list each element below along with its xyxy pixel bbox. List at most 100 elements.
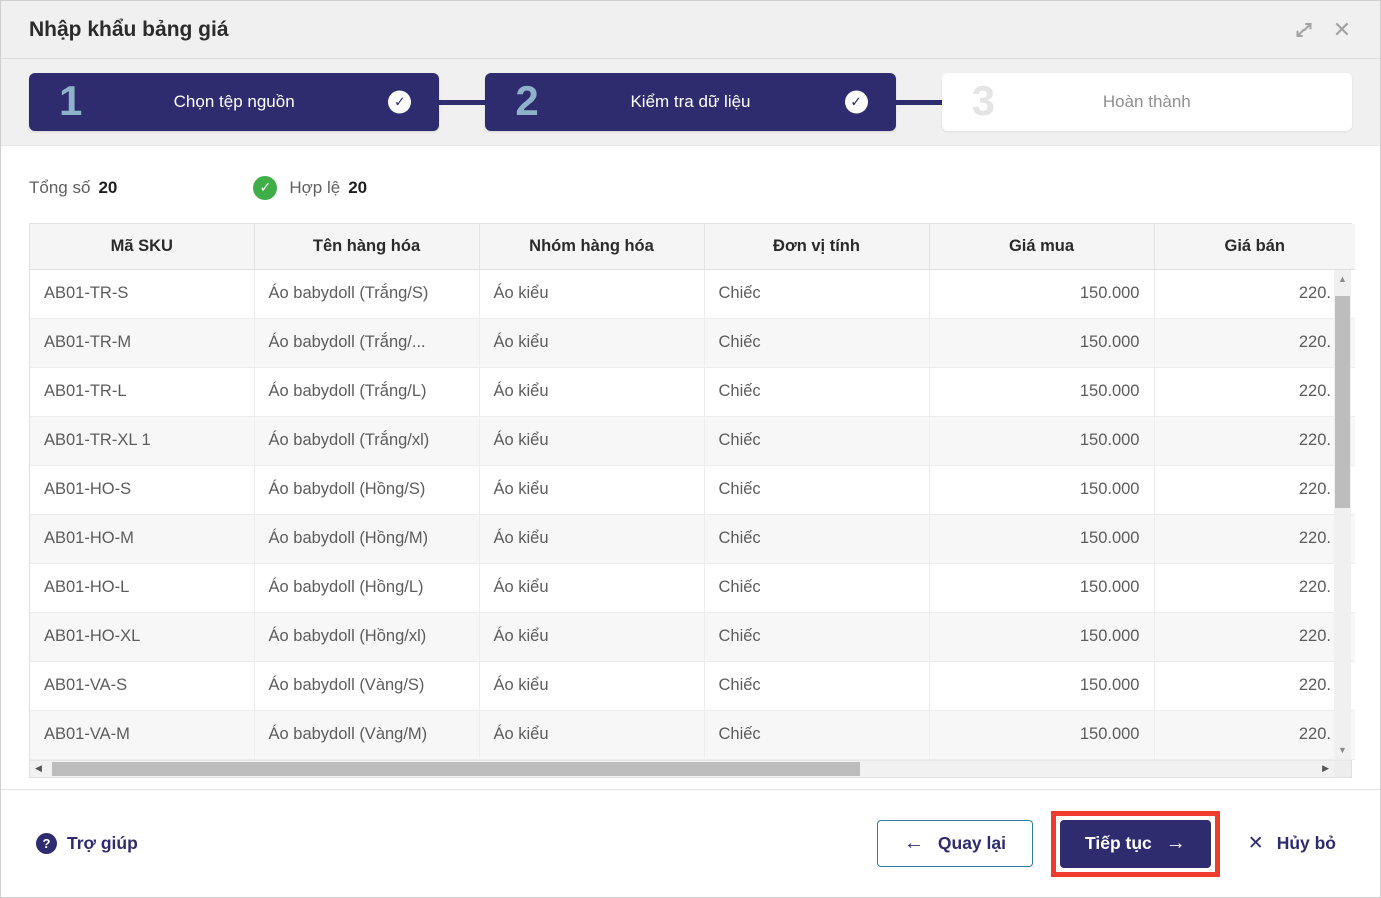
stepper-connector <box>895 99 942 105</box>
col-header-product-name: Tên hàng hóa <box>254 224 480 270</box>
step-number: 1 <box>59 77 83 125</box>
table-body: AB01-TR-S Áo babydoll (Trắng/S) Áo kiểu Chi… <box>30 269 1355 760</box>
table-vertical-scrollbar[interactable]: ▲ ▼ <box>1334 270 1351 759</box>
cell-unit: Chiếc <box>704 318 930 368</box>
cell-sale-price: 220. <box>1154 416 1355 466</box>
cell-purchase-price: 150.000 <box>929 367 1155 417</box>
cell-sale-price: 220. <box>1154 269 1355 319</box>
cell-product-group: Áo kiểu <box>479 269 705 319</box>
table-row: AB01-HO-S Áo babydoll (Hồng/S) Áo kiểu Chiế… <box>30 465 1355 515</box>
cell-product-name: Áo babydoll (Hồng/S) <box>254 465 480 515</box>
cell-sku: AB01-TR-S <box>30 269 255 319</box>
dialog-footer: ? Trợ giúp ← Quay lại Tiếp tục → ✕ Hủy b… <box>1 789 1380 897</box>
cancel-button[interactable]: ✕ Hủy bỏ <box>1248 832 1336 855</box>
table-row: AB01-TR-S Áo babydoll (Trắng/S) Áo kiểu Chi… <box>30 269 1355 319</box>
step-label: Kiểm tra dữ liệu <box>630 92 751 111</box>
table-row: AB01-VA-M Áo babydoll (Vàng/M) Áo kiểu Chiế… <box>30 710 1355 760</box>
cell-product-group: Áo kiểu <box>479 514 705 564</box>
cell-sku: AB01-TR-M <box>30 318 255 368</box>
cell-product-name: Áo babydoll (Trắng/L) <box>254 367 480 417</box>
valid-count: ✓ Hợp lệ 20 <box>253 175 367 200</box>
cell-sku: AB01-HO-M <box>30 514 255 564</box>
step-label: Hoàn thành <box>1102 92 1191 111</box>
cell-product-name: Áo babydoll (Hồng/L) <box>254 563 480 613</box>
cell-product-name: Áo babydoll (Vàng/M) <box>254 710 480 760</box>
col-header-product-group: Nhóm hàng hóa <box>479 224 705 270</box>
cell-product-group: Áo kiểu <box>479 661 705 711</box>
cell-purchase-price: 150.000 <box>929 416 1155 466</box>
cell-sku: AB01-TR-L <box>30 367 255 417</box>
cell-product-group: Áo kiểu <box>479 563 705 613</box>
step-number: 3 <box>971 77 996 125</box>
cell-unit: Chiếc <box>704 514 930 564</box>
arrow-left-icon: ← <box>903 832 924 854</box>
cell-product-name: Áo babydoll (Hồng/xl) <box>254 612 480 662</box>
table-horizontal-scrollbar[interactable]: ◀ ▶ <box>30 759 1351 777</box>
cell-purchase-price: 150.000 <box>929 710 1155 760</box>
cell-sku: AB01-HO-L <box>30 563 255 613</box>
cell-purchase-price: 150.000 <box>929 612 1155 662</box>
cell-sale-price: 220. <box>1154 465 1355 515</box>
back-label: Quay lại <box>937 833 1006 853</box>
total-count: Tổng số 20 <box>29 178 117 198</box>
table-row: AB01-VA-S Áo babydoll (Vàng/S) Áo kiểu Chiế… <box>30 661 1355 711</box>
help-link[interactable]: ? Trợ giúp <box>36 833 138 854</box>
back-button[interactable]: ← Quay lại <box>876 820 1033 867</box>
cell-sale-price: 220. <box>1154 514 1355 564</box>
step-2-verify-data[interactable]: 2 Kiểm tra dữ liệu ✓ <box>485 73 896 131</box>
vertical-scrollbar-thumb[interactable] <box>1335 296 1350 508</box>
table-row: AB01-TR-XL 1 Áo babydoll (Trắng/xl) Áo kiể… <box>30 416 1355 466</box>
stepper-connector <box>439 99 486 105</box>
valid-label: Hợp lệ <box>289 177 341 197</box>
cell-sku: AB01-VA-S <box>30 661 255 711</box>
cancel-label: Hủy bỏ <box>1276 833 1336 853</box>
cell-product-group: Áo kiểu <box>479 367 705 417</box>
cell-product-group: Áo kiểu <box>479 416 705 466</box>
cell-product-name: Áo babydoll (Trắng/S) <box>254 269 480 319</box>
dialog-title: Nhập khẩu bảng giá <box>29 17 229 41</box>
step-1-choose-source-file[interactable]: 1 Chọn tệp nguồn ✓ <box>29 73 440 131</box>
table-row: AB01-HO-M Áo babydoll (Hồng/M) Áo kiểu Chiế… <box>30 514 1355 564</box>
cell-unit: Chiếc <box>704 416 930 466</box>
scroll-down-icon[interactable]: ▼ <box>1338 744 1347 755</box>
valid-check-icon: ✓ <box>253 175 278 200</box>
col-header-purchase-price: Giá mua <box>929 224 1155 270</box>
expand-icon[interactable] <box>1290 16 1318 44</box>
step-number: 2 <box>515 77 539 125</box>
cell-sale-price: 220. <box>1154 318 1355 368</box>
table-row: AB01-TR-L Áo babydoll (Trắng/L) Áo kiểu Chi… <box>30 367 1355 417</box>
cell-unit: Chiếc <box>704 612 930 662</box>
cell-purchase-price: 150.000 <box>929 514 1155 564</box>
cell-product-group: Áo kiểu <box>479 318 705 368</box>
cell-sku: AB01-TR-XL 1 <box>30 416 255 466</box>
scrollbar-corner <box>1334 760 1351 777</box>
continue-button[interactable]: Tiếp tục → <box>1059 819 1211 868</box>
continue-label: Tiếp tục <box>1084 833 1152 853</box>
cell-product-name: Áo babydoll (Trắng/... <box>254 318 480 368</box>
close-icon[interactable]: ✕ <box>1328 16 1356 44</box>
table-row: AB01-TR-M Áo babydoll (Trắng/... Áo kiểu Ch… <box>30 318 1355 368</box>
cell-product-name: Áo babydoll (Vàng/S) <box>254 661 480 711</box>
cell-sku: AB01-VA-M <box>30 710 255 760</box>
table-row: AB01-HO-XL Áo babydoll (Hồng/xl) Áo kiểu Ch… <box>30 612 1355 662</box>
cell-sale-price: 220. <box>1154 661 1355 711</box>
cell-sale-price: 220. <box>1154 367 1355 417</box>
total-value: 20 <box>98 177 118 197</box>
cell-product-group: Áo kiểu <box>479 612 705 662</box>
cell-sku: AB01-HO-XL <box>30 612 255 662</box>
cell-product-group: Áo kiểu <box>479 465 705 515</box>
scroll-left-icon[interactable]: ◀ <box>35 763 42 773</box>
annotation-highlight: Tiếp tục → <box>1050 810 1220 877</box>
cell-purchase-price: 150.000 <box>929 318 1155 368</box>
cell-product-group: Áo kiểu <box>479 710 705 760</box>
horizontal-scrollbar-thumb[interactable] <box>52 761 860 776</box>
cell-sale-price: 220. <box>1154 612 1355 662</box>
cell-unit: Chiếc <box>704 710 930 760</box>
scroll-up-icon[interactable]: ▲ <box>1338 274 1347 284</box>
dialog-titlebar: Nhập khẩu bảng giá ✕ <box>1 1 1380 59</box>
wizard-stepper: 1 Chọn tệp nguồn ✓ 2 Kiểm tra dữ liệu ✓ … <box>1 59 1380 146</box>
scroll-right-icon[interactable]: ▶ <box>1322 763 1329 773</box>
cell-purchase-price: 150.000 <box>929 269 1155 319</box>
close-x-icon: ✕ <box>1247 833 1264 854</box>
